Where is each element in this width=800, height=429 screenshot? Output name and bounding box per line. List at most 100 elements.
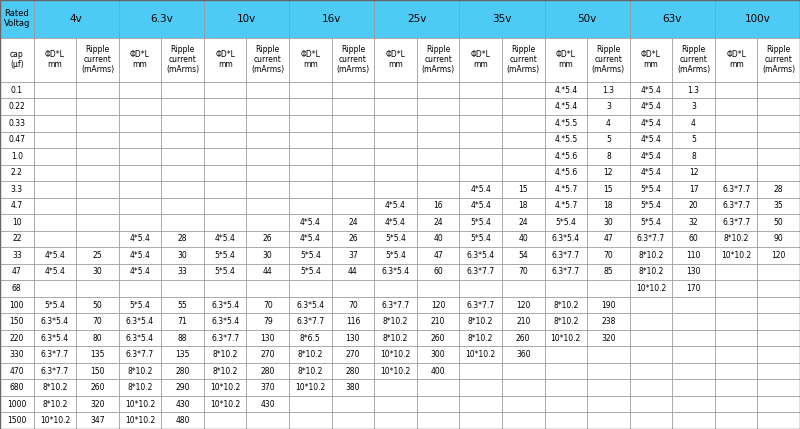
Bar [545, 363, 587, 379]
Bar [374, 396, 417, 412]
Bar [758, 313, 800, 330]
Bar [630, 264, 672, 280]
Bar [758, 82, 800, 99]
Bar [374, 198, 417, 214]
Bar [587, 198, 630, 214]
Bar [76, 148, 118, 165]
Bar [374, 231, 417, 247]
Bar [162, 165, 204, 181]
Text: 30: 30 [93, 268, 102, 277]
Bar [587, 297, 630, 313]
Bar [374, 247, 417, 264]
Bar [246, 148, 289, 165]
Bar [76, 231, 118, 247]
Bar [587, 165, 630, 181]
Bar [417, 214, 459, 231]
Text: Ripple
current
(mArms): Ripple current (mArms) [422, 45, 454, 74]
Text: 8*10.2: 8*10.2 [213, 367, 238, 376]
Bar [502, 165, 545, 181]
Bar [715, 247, 758, 264]
Bar [758, 115, 800, 132]
Bar [502, 214, 545, 231]
Bar [204, 247, 246, 264]
Bar [630, 264, 672, 280]
Bar [758, 38, 800, 82]
Bar [374, 280, 417, 297]
Bar [502, 346, 545, 363]
Text: 85: 85 [603, 268, 614, 277]
Bar [630, 99, 672, 115]
Bar [502, 379, 545, 396]
Bar [34, 247, 76, 264]
Bar [204, 313, 246, 330]
Bar [204, 115, 246, 132]
Text: 4.*5.4: 4.*5.4 [554, 86, 578, 95]
Text: 400: 400 [430, 367, 446, 376]
Bar [672, 330, 715, 346]
Bar [417, 297, 459, 313]
Bar [246, 297, 289, 313]
Bar [672, 115, 715, 132]
Bar [502, 247, 545, 264]
Bar [118, 99, 162, 115]
Bar [204, 0, 289, 38]
Bar [118, 181, 162, 198]
Text: 5*5.4: 5*5.4 [470, 234, 491, 243]
Bar [459, 181, 502, 198]
Bar [545, 148, 587, 165]
Text: 270: 270 [261, 350, 275, 359]
Bar [204, 165, 246, 181]
Text: 6.3*5.4: 6.3*5.4 [211, 301, 239, 310]
Bar [459, 396, 502, 412]
Bar [204, 148, 246, 165]
Bar [332, 379, 374, 396]
Bar [0, 412, 34, 429]
Bar [715, 165, 758, 181]
Bar [162, 264, 204, 280]
Bar [162, 181, 204, 198]
Bar [587, 148, 630, 165]
Bar [34, 346, 76, 363]
Bar [672, 38, 715, 82]
Bar [672, 297, 715, 313]
Bar [204, 363, 246, 379]
Text: 6.3*5.4: 6.3*5.4 [296, 301, 325, 310]
Bar [332, 247, 374, 264]
Bar [715, 132, 758, 148]
Bar [459, 0, 545, 38]
Bar [417, 313, 459, 330]
Bar [332, 181, 374, 198]
Bar [246, 115, 289, 132]
Bar [162, 379, 204, 396]
Bar [758, 132, 800, 148]
Text: 22: 22 [12, 234, 22, 243]
Bar [672, 396, 715, 412]
Bar [118, 148, 162, 165]
Text: 68: 68 [12, 284, 22, 293]
Bar [672, 280, 715, 297]
Bar [715, 82, 758, 99]
Bar [162, 231, 204, 247]
Bar [587, 198, 630, 214]
Bar [374, 346, 417, 363]
Text: 210: 210 [516, 317, 530, 326]
Text: 4*5.4: 4*5.4 [130, 268, 150, 277]
Text: 2.2: 2.2 [11, 168, 22, 177]
Bar [34, 330, 76, 346]
Bar [545, 412, 587, 429]
Text: 150: 150 [90, 367, 105, 376]
Bar [204, 99, 246, 115]
Bar [758, 181, 800, 198]
Bar [289, 280, 332, 297]
Bar [502, 132, 545, 148]
Text: 4*5.4: 4*5.4 [300, 234, 321, 243]
Bar [758, 346, 800, 363]
Bar [332, 280, 374, 297]
Text: 120: 120 [516, 301, 530, 310]
Bar [459, 38, 502, 82]
Bar [459, 231, 502, 247]
Bar [204, 330, 246, 346]
Bar [76, 148, 118, 165]
Bar [459, 82, 502, 99]
Bar [118, 148, 162, 165]
